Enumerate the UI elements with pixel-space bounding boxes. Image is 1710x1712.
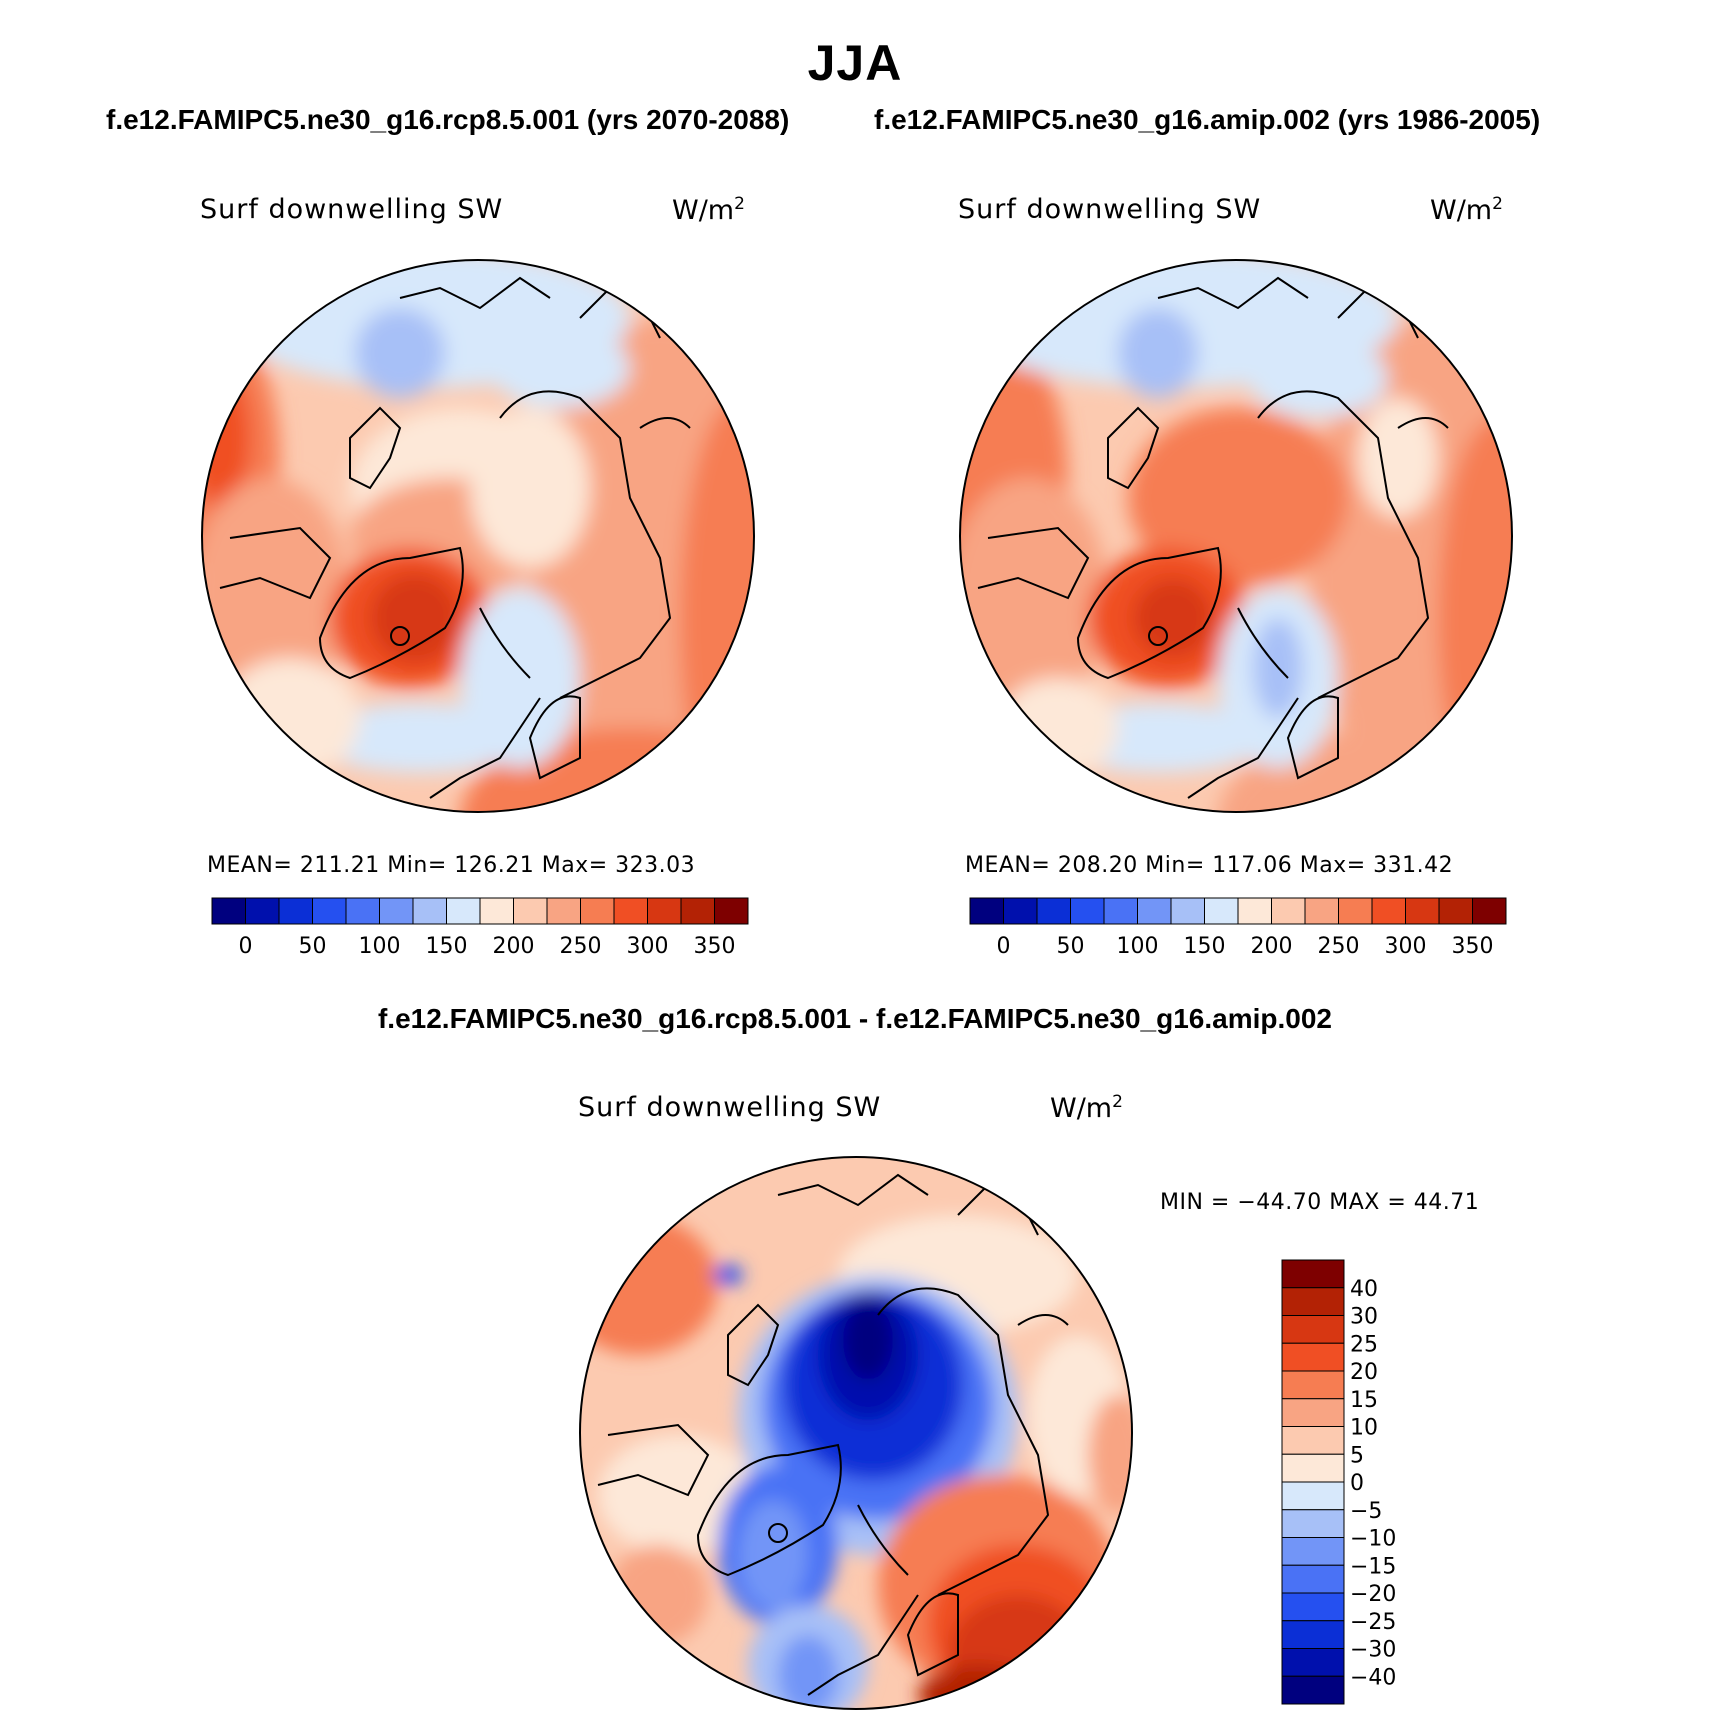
right-colorbar-swatch-4	[1103, 897, 1138, 925]
left-colorbar-swatch-8	[479, 897, 514, 925]
left-colorbar-label-0: 0	[239, 934, 253, 959]
right-colorbar-label-6: 300	[1385, 934, 1427, 959]
right-colorbar-swatch-11	[1338, 897, 1373, 925]
right-polar-map	[959, 259, 1513, 813]
right-colorbar-swatch-15	[1472, 897, 1507, 925]
diff-colorbar-swatch-8	[1281, 1481, 1345, 1511]
right-colorbar-swatch-9	[1271, 897, 1306, 925]
right-colorbar-swatch-0	[969, 897, 1004, 925]
diff-colorbar-label-2: 25	[1350, 1332, 1378, 1357]
left-colorbar-swatch-4	[345, 897, 380, 925]
left-colorbar-swatch-10	[546, 897, 581, 925]
diff-colorbar-swatch-6	[1281, 1426, 1345, 1455]
subtitle-right: f.e12.FAMIPC5.ne30_g16.amip.002 (yrs 198…	[874, 104, 1541, 135]
right-colorbar-swatch-10	[1304, 897, 1339, 925]
left-colorbar: 0 50 100 150 200 250 300 350	[211, 897, 749, 959]
left-colorbar-swatch-2	[278, 897, 313, 925]
diff-colorbar-swatch-9	[1281, 1509, 1345, 1538]
diff-panel-units: W/m2	[1050, 1092, 1123, 1124]
diff-colorbar-swatch-11	[1281, 1564, 1345, 1594]
diff-colorbar-label-1: 30	[1350, 1305, 1378, 1330]
left-colorbar-swatch-15	[714, 897, 749, 925]
left-colorbar-swatch-7	[446, 897, 481, 925]
left-colorbar-label-4: 200	[493, 934, 535, 959]
diff-colorbar-label-10: −15	[1350, 1554, 1396, 1579]
right-colorbar-label-1: 50	[1057, 934, 1085, 959]
left-panel-variable: Surf downwelling SW	[200, 194, 504, 225]
right-colorbar-swatch-7	[1204, 897, 1239, 925]
diff-colorbar-label-6: 5	[1350, 1443, 1364, 1468]
diff-colorbar-label-3: 20	[1350, 1360, 1378, 1385]
left-colorbar-label-1: 50	[299, 934, 327, 959]
right-colorbar-swatch-8	[1237, 897, 1272, 925]
diff-colorbar-swatch-14	[1281, 1648, 1345, 1677]
subtitle-left: f.e12.FAMIPC5.ne30_g16.rcp8.5.001 (yrs 2…	[106, 104, 790, 135]
diff-colorbar-label-12: −25	[1350, 1610, 1396, 1635]
diff-panel-stats: MIN = −44.70 MAX = 44.71	[1160, 1190, 1480, 1215]
right-colorbar-label-3: 150	[1184, 934, 1226, 959]
diff-colorbar-label-13: −30	[1350, 1638, 1396, 1663]
figure-title: JJA	[807, 35, 903, 91]
left-panel-stats: MEAN= 211.21 Min= 126.21 Max= 323.03	[207, 853, 696, 878]
right-panel-units: W/m2	[1430, 194, 1503, 226]
left-polar-map	[201, 259, 755, 813]
right-colorbar-swatch-3	[1070, 897, 1105, 925]
right-colorbar-label-0: 0	[997, 934, 1011, 959]
right-colorbar-label-5: 250	[1318, 934, 1360, 959]
diff-colorbar-label-11: −20	[1350, 1582, 1396, 1607]
diff-colorbar-swatch-5	[1281, 1398, 1345, 1427]
right-colorbar-swatch-6	[1170, 897, 1205, 925]
right-colorbar-swatch-12	[1371, 897, 1406, 925]
left-colorbar-swatch-5	[379, 897, 414, 925]
diff-colorbar-label-14: −40	[1350, 1665, 1396, 1690]
diff-colorbar-label-4: 15	[1350, 1388, 1378, 1413]
diff-colorbar-swatch-3	[1281, 1342, 1345, 1372]
right-panel-variable: Surf downwelling SW	[958, 194, 1262, 225]
right-colorbar-swatch-2	[1036, 897, 1071, 925]
left-colorbar-swatch-1	[245, 897, 280, 925]
diff-colorbar-swatch-13	[1281, 1620, 1345, 1649]
diff-colorbar-swatch-10	[1281, 1537, 1345, 1566]
difference-title: f.e12.FAMIPC5.ne30_g16.rcp8.5.001 - f.e1…	[377, 1003, 1333, 1034]
left-colorbar-label-7: 350	[694, 934, 736, 959]
diff-colorbar-swatch-7	[1281, 1453, 1345, 1483]
right-colorbar-label-2: 100	[1117, 934, 1159, 959]
left-colorbar-swatch-3	[312, 897, 347, 925]
diff-colorbar-swatch-1	[1281, 1287, 1345, 1316]
right-colorbar-swatch-13	[1405, 897, 1440, 925]
left-colorbar-swatch-12	[613, 897, 648, 925]
left-colorbar-swatch-9	[513, 897, 548, 925]
right-colorbar-swatch-5	[1137, 897, 1172, 925]
diff-colorbar-swatch-12	[1281, 1592, 1345, 1622]
left-colorbar-label-6: 300	[627, 934, 669, 959]
left-colorbar-label-5: 250	[560, 934, 602, 959]
diff-colorbar-label-7: 0	[1350, 1471, 1364, 1496]
diff-colorbar-label-9: −10	[1350, 1527, 1396, 1552]
right-colorbar-swatch-14	[1438, 897, 1473, 925]
right-panel-stats: MEAN= 208.20 Min= 117.06 Max= 331.42	[965, 853, 1454, 878]
left-colorbar-swatch-11	[580, 897, 615, 925]
diff-colorbar-label-0: 40	[1350, 1277, 1378, 1302]
right-colorbar-label-4: 200	[1251, 934, 1293, 959]
right-colorbar-swatch-1	[1003, 897, 1038, 925]
left-colorbar-swatch-13	[647, 897, 682, 925]
diff-colorbar-swatch-15	[1281, 1675, 1345, 1705]
diff-colorbar-swatch-4	[1281, 1370, 1345, 1400]
left-colorbar-swatch-14	[680, 897, 715, 925]
diff-panel-variable: Surf downwelling SW	[578, 1092, 882, 1123]
right-colorbar: 0 50 100 150 200 250 300 350	[969, 897, 1507, 959]
left-colorbar-swatch-6	[412, 897, 447, 925]
left-colorbar-label-3: 150	[426, 934, 468, 959]
difference-polar-map	[579, 1156, 1133, 1710]
left-colorbar-swatch-0	[211, 897, 246, 925]
diff-colorbar-swatch-2	[1281, 1315, 1345, 1344]
diff-colorbar-label-5: 10	[1350, 1416, 1378, 1441]
diff-colorbar-label-8: −5	[1350, 1499, 1382, 1524]
diff-colorbar-swatch-0	[1281, 1259, 1345, 1289]
right-colorbar-label-7: 350	[1452, 934, 1494, 959]
left-panel-units: W/m2	[672, 194, 745, 226]
left-colorbar-label-2: 100	[359, 934, 401, 959]
